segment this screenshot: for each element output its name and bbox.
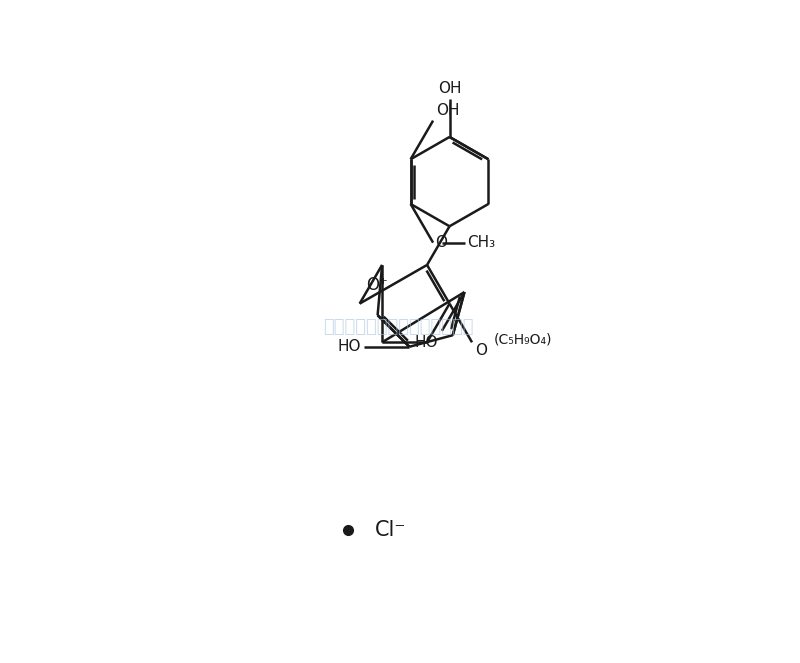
Text: 四川省维克奇生物科技有限公司: 四川省维克奇生物科技有限公司 [323, 318, 474, 335]
Text: O: O [475, 343, 487, 358]
Text: Cl⁻: Cl⁻ [375, 520, 406, 540]
Text: O: O [435, 235, 447, 250]
Text: HO: HO [337, 339, 361, 354]
Text: OH: OH [436, 103, 460, 117]
Text: CH₃: CH₃ [467, 235, 495, 250]
Text: O⁺: O⁺ [366, 276, 388, 294]
Text: HO: HO [414, 335, 438, 349]
Text: OH: OH [438, 81, 462, 96]
Text: (C₅H₉O₄): (C₅H₉O₄) [494, 332, 552, 346]
